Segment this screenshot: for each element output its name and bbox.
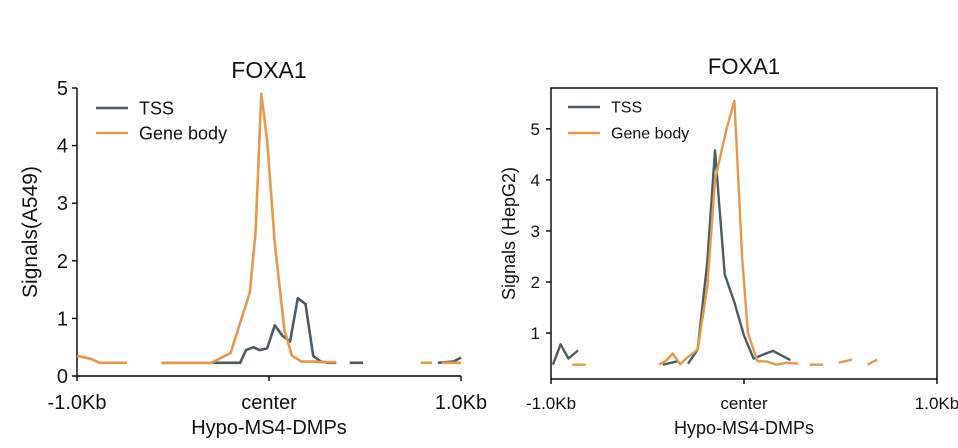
y-tick-label: 4 [531, 171, 540, 190]
legend-label: TSS [611, 100, 642, 117]
chart-hepg2: FOXA1 1 2 3 4 5 -1.0Kb center 1.0Kb Hypo-MS4-DMPs… [499, 54, 958, 438]
series-line-gene-body [838, 358, 853, 364]
x-tick-label: -1.0Kb [48, 392, 107, 414]
series-line-tss [662, 359, 679, 366]
y-axis-label: Signals(A549) [19, 166, 42, 298]
series-line-gene-body [161, 92, 337, 365]
chart-title: FOXA1 [231, 57, 306, 83]
x-tick-label: center [241, 392, 297, 414]
y-tick-label: 5 [531, 120, 540, 139]
x-tick-label: -1.0Kb [526, 394, 576, 413]
x-tick-label: center [720, 394, 768, 413]
x-tick-label: 1.0Kb [435, 392, 487, 414]
y-axis-label: Signals (HepG2) [499, 167, 519, 300]
series-line-gene-body [76, 354, 127, 365]
y-tick-label: 2 [57, 251, 68, 273]
series-line-tss [161, 296, 337, 365]
x-axis-label: Hypo-MS4-DMPs [674, 418, 814, 438]
x-axis-label: Hypo-MS4-DMPs [191, 417, 347, 439]
chart-title: FOXA1 [708, 54, 780, 79]
y-tick-label: 2 [531, 273, 540, 292]
y-tick-label: 3 [531, 222, 540, 241]
legend-label: TSS [139, 98, 174, 118]
y-tick-label: 0 [57, 366, 68, 388]
series-line-gene-body [866, 358, 878, 366]
legend-label: Gene body [611, 126, 689, 143]
series-line-tss [551, 343, 579, 366]
y-tick-label: 1 [531, 324, 540, 343]
y-tick-label: 3 [57, 193, 68, 215]
y-tick-label: 5 [57, 78, 68, 100]
chart-a549: FOXA1 0 1 2 3 4 5 -1.0Kb center 1.0Kb Hypo-MS4-DMP… [19, 57, 487, 439]
series-line-tss [687, 149, 791, 365]
series-line-gene-body [658, 99, 799, 366]
y-tick-label: 1 [57, 308, 68, 330]
y-tick-label: 4 [57, 136, 68, 158]
legend-label: Gene body [139, 123, 227, 143]
x-tick-label: 1.0Kb [915, 394, 958, 413]
